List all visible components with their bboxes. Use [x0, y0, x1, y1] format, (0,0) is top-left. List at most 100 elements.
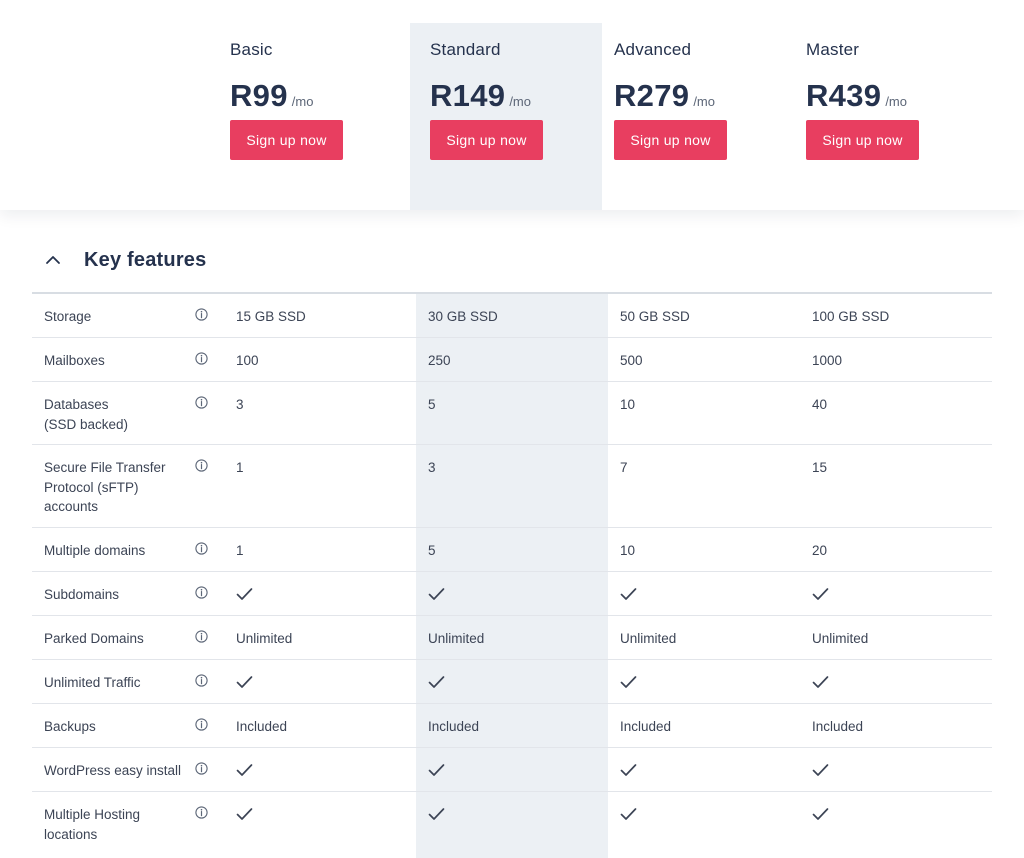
feature-value: 500 — [620, 353, 643, 368]
feature-value: 100 — [236, 353, 259, 368]
info-circle-icon[interactable] — [195, 308, 208, 321]
feature-label: Secure File Transfer Protocol (sFTP) acc… — [44, 460, 166, 514]
feature-row: Parked Domains Unlimited Unlimited Unlimite… — [32, 616, 992, 660]
feature-label: Mailboxes — [44, 353, 105, 368]
checkmark-icon — [620, 676, 637, 688]
feature-label: WordPress easy install — [44, 763, 182, 778]
checkmark-icon — [812, 676, 829, 688]
plan-name: Advanced — [614, 40, 692, 59]
plan-price-row: R149/mo — [430, 78, 531, 114]
checkmark-icon — [620, 808, 637, 820]
feature-label: Databases (SSD backed) — [44, 397, 129, 432]
feature-value: 50 GB SSD — [620, 309, 690, 324]
plan-price: R439 — [806, 78, 882, 113]
feature-value: 3 — [428, 460, 436, 475]
checkmark-icon — [620, 588, 637, 600]
feature-label: Storage — [44, 309, 92, 324]
feature-value: Included — [620, 719, 672, 734]
section-title: Key features — [84, 248, 207, 271]
feature-row: Subdomains — [32, 572, 992, 616]
feature-row: Databases (SSD backed) 3 5 10 40 — [32, 382, 992, 445]
feature-label: Multiple Hosting locations — [44, 807, 141, 842]
checkmark-icon — [236, 676, 253, 688]
feature-value: 10 — [620, 397, 636, 412]
plan-basic: Basic R99/mo Sign up now — [210, 0, 402, 210]
plan-price-row: R99/mo — [230, 78, 313, 114]
plan-price-period: /mo — [885, 94, 907, 109]
plans-header: Basic R99/mo Sign up now Standard R149/m… — [0, 0, 1024, 210]
key-features-toggle[interactable]: Key features — [44, 246, 206, 274]
checkmark-icon — [812, 764, 829, 776]
feature-row: Multiple Hosting locations — [32, 792, 992, 854]
checkmark-icon — [812, 588, 829, 600]
plan-advanced: Advanced R279/mo Sign up now — [594, 0, 786, 210]
feature-value: 30 GB SSD — [428, 309, 498, 324]
checkmark-icon — [236, 588, 253, 600]
plan-name: Basic — [230, 40, 273, 59]
plan-price: R99 — [230, 78, 288, 113]
info-circle-icon[interactable] — [195, 586, 208, 599]
info-circle-icon[interactable] — [195, 542, 208, 555]
feature-value: 1 — [236, 460, 244, 475]
checkmark-icon — [428, 676, 445, 688]
feature-value: Included — [812, 719, 864, 734]
feature-value: 1 — [236, 543, 244, 558]
signup-button-advanced[interactable]: Sign up now — [614, 120, 727, 160]
plan-price-period: /mo — [291, 94, 314, 109]
feature-row: Secure File Transfer Protocol (sFTP) acc… — [32, 445, 992, 528]
plan-price: R279 — [614, 78, 690, 113]
feature-label: Multiple domains — [44, 543, 146, 558]
feature-value: 1000 — [812, 353, 843, 368]
signup-button-master[interactable]: Sign up now — [806, 120, 919, 160]
info-circle-icon[interactable] — [195, 762, 208, 775]
features-table: Storage 15 GB SSD 30 GB SSD 50 GB SSD 100 GB… — [32, 292, 992, 854]
signup-button-basic[interactable]: Sign up now — [230, 120, 343, 160]
info-circle-icon[interactable] — [195, 806, 208, 819]
feature-label: Backups — [44, 719, 96, 734]
info-circle-icon[interactable] — [195, 674, 208, 687]
info-circle-icon[interactable] — [195, 718, 208, 731]
checkmark-icon — [428, 764, 445, 776]
checkmark-icon — [620, 764, 637, 776]
plan-price-row: R279/mo — [614, 78, 715, 114]
feature-row: Storage 15 GB SSD 30 GB SSD 50 GB SSD 100 GB… — [32, 294, 992, 338]
info-circle-icon[interactable] — [195, 459, 208, 472]
checkmark-icon — [236, 764, 253, 776]
info-circle-icon[interactable] — [195, 630, 208, 643]
plan-price-period: /mo — [509, 94, 531, 109]
checkmark-icon — [428, 808, 445, 820]
feature-value: 100 GB SSD — [812, 309, 890, 324]
checkmark-icon — [812, 808, 829, 820]
feature-value: 15 GB SSD — [236, 309, 306, 324]
feature-row: WordPress easy install — [32, 748, 992, 792]
plan-master: Master R439/mo Sign up now — [786, 0, 978, 210]
feature-value: Included — [428, 719, 480, 734]
checkmark-icon — [428, 588, 445, 600]
feature-value: Unlimited — [428, 631, 485, 646]
feature-value: 5 — [428, 397, 436, 412]
feature-row: Backups Included Included Included Included — [32, 704, 992, 748]
feature-value: Unlimited — [812, 631, 869, 646]
signup-button-standard[interactable]: Sign up now — [430, 120, 543, 160]
feature-value: Included — [236, 719, 288, 734]
feature-value: 7 — [620, 460, 628, 475]
plan-name: Standard — [430, 40, 501, 59]
feature-label: Subdomains — [44, 587, 120, 602]
standard-column-highlight — [416, 293, 608, 858]
plan-price-row: R439/mo — [806, 78, 907, 114]
feature-label: Unlimited Traffic — [44, 675, 141, 690]
feature-value: 5 — [428, 543, 436, 558]
feature-value: 15 — [812, 460, 828, 475]
plan-standard: Standard R149/mo Sign up now — [410, 23, 602, 210]
feature-row: Mailboxes 100 250 500 1000 — [32, 338, 992, 382]
plan-price-period: /mo — [693, 94, 715, 109]
plan-price: R149 — [430, 78, 506, 113]
feature-value: Unlimited — [620, 631, 677, 646]
feature-row: Multiple domains 1 5 10 20 — [32, 528, 992, 572]
feature-value: 10 — [620, 543, 636, 558]
chevron-up-icon — [46, 256, 60, 264]
info-circle-icon[interactable] — [195, 352, 208, 365]
info-circle-icon[interactable] — [195, 396, 208, 409]
feature-row: Unlimited Traffic — [32, 660, 992, 704]
checkmark-icon — [236, 808, 253, 820]
